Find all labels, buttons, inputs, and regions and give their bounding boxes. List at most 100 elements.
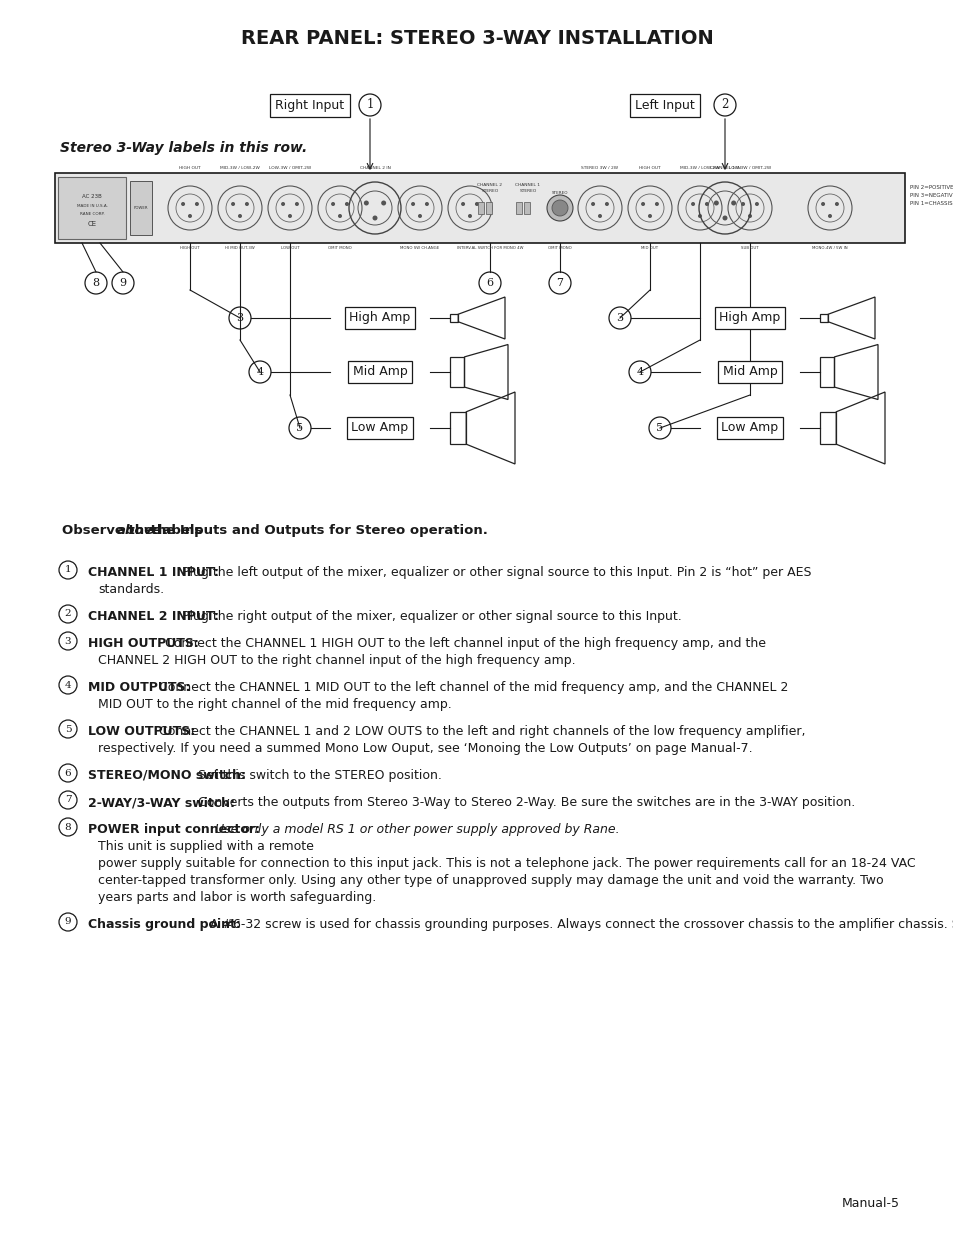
Text: MID OUTPUTS:: MID OUTPUTS: — [88, 680, 191, 694]
Text: Stereo 3-Way labels in this row.: Stereo 3-Way labels in this row. — [60, 141, 307, 156]
Text: CHANNEL 2: CHANNEL 2 — [477, 183, 502, 186]
Circle shape — [721, 215, 727, 221]
Circle shape — [345, 203, 349, 206]
Text: MONO SW CH.ANGE: MONO SW CH.ANGE — [400, 246, 439, 249]
Text: Low Amp: Low Amp — [720, 421, 778, 435]
Circle shape — [747, 214, 751, 219]
Circle shape — [188, 214, 192, 219]
Text: years parts and labor is worth safeguarding.: years parts and labor is worth safeguard… — [98, 890, 375, 904]
Text: CHANNEL 2 HIGH OUT to the right channel input of the high frequency amp.: CHANNEL 2 HIGH OUT to the right channel … — [98, 655, 575, 667]
Text: STEREO: STEREO — [481, 189, 498, 193]
Text: High Amp: High Amp — [349, 311, 410, 325]
Text: LOW-3W / OMIT-2W: LOW-3W / OMIT-2W — [728, 165, 770, 170]
Text: MID-3W / LOW-2W: MID-3W / LOW-2W — [679, 165, 720, 170]
FancyBboxPatch shape — [58, 177, 126, 240]
Circle shape — [411, 203, 415, 206]
Text: Mid Amp: Mid Amp — [353, 366, 407, 378]
Text: A #6-32 screw is used for chassis grounding purposes. Always connect the crossov: A #6-32 screw is used for chassis ground… — [206, 918, 953, 931]
Text: PIN 1=CHASSIS GND: PIN 1=CHASSIS GND — [909, 201, 953, 206]
Text: Converts the outputs from Stereo 3-Way to Stereo 2-Way. Be sure the switches are: Converts the outputs from Stereo 3-Way t… — [194, 797, 855, 809]
Text: HIGH OUT: HIGH OUT — [179, 165, 200, 170]
Text: standards.: standards. — [98, 583, 164, 597]
Text: 4: 4 — [636, 367, 643, 377]
Text: STEREO: STEREO — [551, 191, 568, 195]
Text: MID OUT to the right channel of the mid frequency amp.: MID OUT to the right channel of the mid … — [98, 698, 452, 711]
Text: MID-3W / LOW-2W: MID-3W / LOW-2W — [220, 165, 259, 170]
Text: 5: 5 — [65, 725, 71, 734]
Circle shape — [598, 214, 601, 219]
Text: MID OUT: MID OUT — [640, 246, 658, 249]
FancyBboxPatch shape — [130, 182, 152, 235]
Text: Observe the labels: Observe the labels — [62, 524, 207, 537]
Text: 3: 3 — [65, 636, 71, 646]
Circle shape — [827, 214, 831, 219]
FancyBboxPatch shape — [477, 203, 483, 214]
FancyBboxPatch shape — [55, 173, 904, 243]
FancyBboxPatch shape — [516, 203, 521, 214]
Text: 9: 9 — [65, 918, 71, 926]
Text: REAR PANEL: STEREO 3-WAY INSTALLATION: REAR PANEL: STEREO 3-WAY INSTALLATION — [240, 28, 713, 47]
Circle shape — [475, 203, 478, 206]
Text: 6: 6 — [486, 278, 493, 288]
Circle shape — [460, 203, 464, 206]
Text: This unit is supplied with a remote: This unit is supplied with a remote — [98, 840, 314, 853]
Circle shape — [372, 215, 377, 221]
Text: 2-WAY/3-WAY switch:: 2-WAY/3-WAY switch: — [88, 797, 234, 809]
Text: Right Input: Right Input — [275, 99, 344, 111]
Text: Set this switch to the STEREO position.: Set this switch to the STEREO position. — [194, 769, 442, 782]
Text: 1: 1 — [65, 566, 71, 574]
Text: Chassis ground point:: Chassis ground point: — [88, 918, 240, 931]
Text: 4: 4 — [256, 367, 263, 377]
Text: CHANNEL 1: CHANNEL 1 — [515, 183, 540, 186]
Text: MONO-4W / 5W IN: MONO-4W / 5W IN — [811, 246, 847, 249]
Text: HIGH OUTPUTS:: HIGH OUTPUTS: — [88, 637, 198, 650]
Text: LOW-3W / OMIT-2W: LOW-3W / OMIT-2W — [269, 165, 311, 170]
Circle shape — [713, 200, 719, 205]
Circle shape — [331, 203, 335, 206]
Text: Use only a model RS 1 or other power supply approved by Rane.: Use only a model RS 1 or other power sup… — [211, 823, 619, 836]
Text: 2: 2 — [65, 610, 71, 619]
Text: 4: 4 — [65, 680, 71, 689]
Text: AC 23B: AC 23B — [82, 194, 102, 199]
Text: Left Input: Left Input — [635, 99, 694, 111]
Text: 7: 7 — [556, 278, 563, 288]
Circle shape — [281, 203, 285, 206]
Circle shape — [546, 195, 573, 221]
Circle shape — [740, 203, 744, 206]
Circle shape — [245, 203, 249, 206]
Circle shape — [231, 203, 234, 206]
Text: OMIT MONO: OMIT MONO — [328, 246, 352, 249]
Text: STEREO 3W / 2W: STEREO 3W / 2W — [580, 165, 618, 170]
Text: 8: 8 — [65, 823, 71, 831]
Text: 6: 6 — [65, 768, 71, 778]
Text: 5: 5 — [296, 424, 303, 433]
Circle shape — [834, 203, 838, 206]
Text: Connect the CHANNEL 1 MID OUT to the left channel of the mid frequency amp, and : Connect the CHANNEL 1 MID OUT to the lef… — [155, 680, 788, 694]
Text: CHANNEL 1 INPUT:: CHANNEL 1 INPUT: — [88, 566, 218, 579]
Circle shape — [655, 203, 659, 206]
Circle shape — [417, 214, 421, 219]
Circle shape — [754, 203, 759, 206]
Text: CHANNEL 1 IN: CHANNEL 1 IN — [709, 165, 740, 170]
Text: SUB OUT: SUB OUT — [740, 246, 758, 249]
Text: LOW OUTPUTS:: LOW OUTPUTS: — [88, 725, 195, 739]
Text: OMIT MONO: OMIT MONO — [548, 246, 571, 249]
Text: POWER: POWER — [133, 206, 148, 210]
Circle shape — [181, 203, 185, 206]
Circle shape — [640, 203, 644, 206]
FancyBboxPatch shape — [485, 203, 492, 214]
Text: HI MID OUT-3W: HI MID OUT-3W — [225, 246, 254, 249]
Text: 1: 1 — [366, 99, 374, 111]
Text: power supply suitable for connection to this input jack. This is not a telephone: power supply suitable for connection to … — [98, 857, 915, 869]
Text: CE: CE — [88, 221, 96, 227]
Text: STEREO: STEREO — [518, 189, 536, 193]
Circle shape — [288, 214, 292, 219]
Text: Connect the CHANNEL 1 HIGH OUT to the left channel input of the high frequency a: Connect the CHANNEL 1 HIGH OUT to the le… — [161, 637, 765, 650]
Circle shape — [552, 200, 567, 216]
Text: MADE IN U.S.A.: MADE IN U.S.A. — [76, 204, 108, 207]
Text: High Amp: High Amp — [719, 311, 780, 325]
Circle shape — [604, 203, 608, 206]
Text: respectively. If you need a summed Mono Low Ouput, see ‘Monoing the Low Outputs’: respectively. If you need a summed Mono … — [98, 742, 752, 755]
Circle shape — [381, 200, 386, 205]
Text: STEREO/MONO switch:: STEREO/MONO switch: — [88, 769, 246, 782]
